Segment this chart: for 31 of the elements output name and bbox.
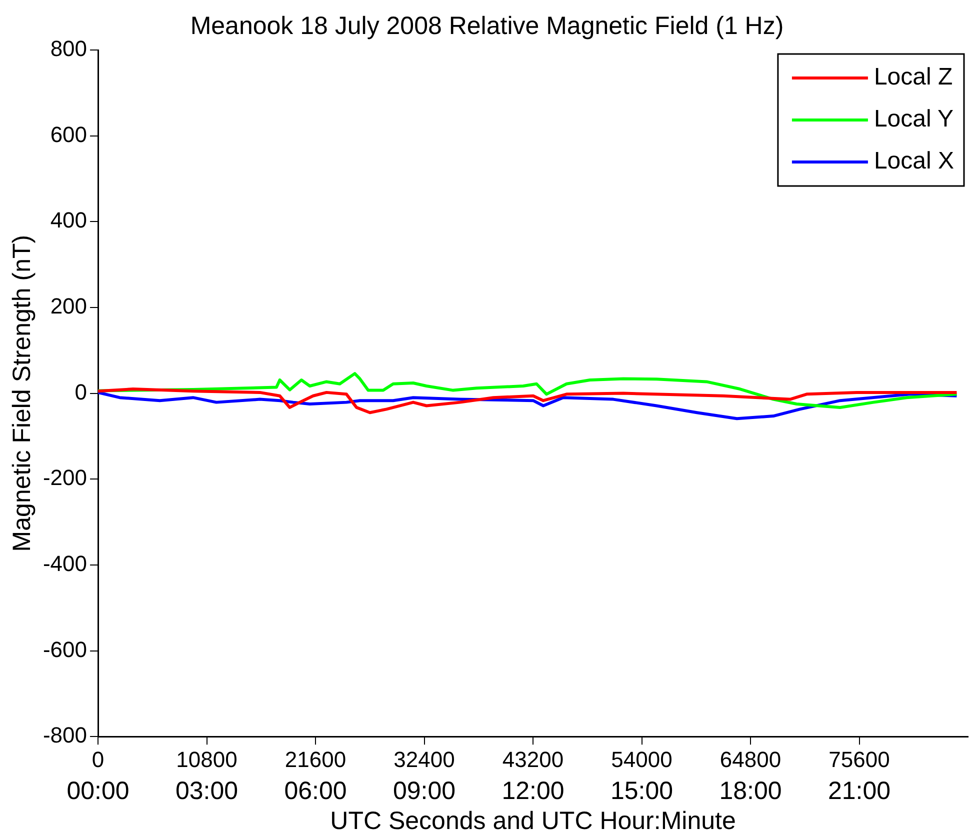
x2-tick-label: 03:00 xyxy=(175,776,238,805)
y-tick-label: 400 xyxy=(50,208,88,233)
x2-tick-label: 06:00 xyxy=(284,776,347,805)
y-tick-label: -600 xyxy=(42,636,88,662)
x-tick-label: 32400 xyxy=(394,746,455,772)
y-tick-label: -200 xyxy=(42,465,88,490)
x2-tick-label: 21:00 xyxy=(828,776,891,805)
x2-tick-label: 12:00 xyxy=(502,776,564,805)
x-tick-label: 75600 xyxy=(828,746,890,772)
x2-tick-label: 09:00 xyxy=(392,776,456,805)
y-axis-title: Magnetic Field Strength (nT) xyxy=(8,234,36,552)
x-tick-label: 43200 xyxy=(502,746,564,772)
y-tick-label: 0 xyxy=(74,379,88,404)
y-tick-label: -400 xyxy=(42,551,88,576)
x-axis-title: UTC Seconds and UTC Hour:Minute xyxy=(330,806,736,835)
y-tick-label: 200 xyxy=(50,294,88,319)
x2-tick-label: 00:00 xyxy=(66,776,130,805)
x2-tick-label: 18:00 xyxy=(719,776,782,805)
y-tick-label: 600 xyxy=(50,122,88,147)
x-tick-label: 0 xyxy=(92,746,104,772)
x-tick-label: 54000 xyxy=(611,746,672,772)
legend-label: Local X xyxy=(874,148,954,175)
x-tick-label: 10800 xyxy=(176,746,238,772)
y-tick-label: 800 xyxy=(50,36,88,62)
legend-label: Local Z xyxy=(874,64,953,91)
x2-tick-label: 15:00 xyxy=(610,776,674,805)
x-tick-label: 64800 xyxy=(720,746,782,772)
chart-title: Meanook 18 July 2008 Relative Magnetic Field (1 Hz) xyxy=(190,12,784,40)
y-tick-label: -800 xyxy=(42,722,88,748)
legend-label: Local Y xyxy=(874,106,954,133)
x-tick-label: 21600 xyxy=(284,746,346,772)
